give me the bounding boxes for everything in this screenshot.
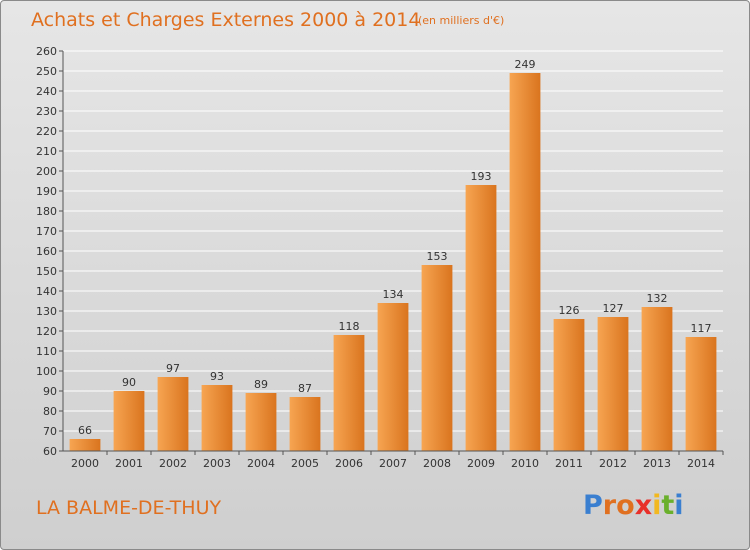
- data-label: 118: [339, 320, 360, 333]
- bar-2002: [157, 377, 189, 451]
- x-tick-label: 2003: [203, 457, 231, 470]
- bar-2000: [69, 439, 101, 451]
- logo-letter: t: [661, 490, 675, 521]
- y-tick-label: 120: [36, 325, 57, 338]
- bar-2012: [597, 317, 629, 451]
- chart-subtitle: (en milliers d'€): [418, 14, 505, 27]
- x-tick-label: 2008: [423, 457, 451, 470]
- y-tick-label: 210: [36, 145, 57, 158]
- y-tick-label: 60: [43, 445, 57, 458]
- y-tick-label: 230: [36, 105, 57, 118]
- logo-letter: o: [616, 490, 635, 521]
- data-label: 117: [691, 322, 712, 335]
- x-tick-label: 2009: [467, 457, 495, 470]
- data-label: 193: [471, 170, 492, 183]
- y-tick-label: 140: [36, 285, 57, 298]
- x-tick-label: 2001: [115, 457, 143, 470]
- y-tick-label: 190: [36, 185, 57, 198]
- bar-2008: [421, 265, 453, 451]
- y-tick-label: 130: [36, 305, 57, 318]
- x-tick-label: 2007: [379, 457, 407, 470]
- x-tick-label: 2005: [291, 457, 319, 470]
- y-tick-label: 250: [36, 65, 57, 78]
- x-tick-label: 2010: [511, 457, 539, 470]
- data-label: 249: [515, 58, 536, 71]
- x-tick-label: 2004: [247, 457, 275, 470]
- y-tick-label: 90: [43, 385, 57, 398]
- y-tick-label: 170: [36, 225, 57, 238]
- bar-2013: [641, 307, 673, 451]
- data-label: 153: [427, 250, 448, 263]
- bar-2003: [201, 385, 233, 451]
- x-tick-label: 2006: [335, 457, 363, 470]
- bar-2007: [377, 303, 409, 451]
- bar-2004: [245, 393, 277, 451]
- x-tick-label: 2011: [555, 457, 583, 470]
- proxiti-logo: Proxiti: [583, 490, 684, 521]
- region-name: LA BALME-DE-THUY: [36, 497, 222, 519]
- y-tick-label: 110: [36, 345, 57, 358]
- x-tick-label: 2013: [643, 457, 671, 470]
- y-tick-label: 240: [36, 85, 57, 98]
- y-tick-label: 200: [36, 165, 57, 178]
- bar-2011: [553, 319, 585, 451]
- x-tick-label: 2012: [599, 457, 627, 470]
- data-label: 93: [210, 370, 224, 383]
- logo-letter: P: [583, 490, 603, 521]
- bar-2010: [509, 73, 541, 451]
- bar-2001: [113, 391, 145, 451]
- logo-letter: x: [634, 490, 653, 521]
- x-tick-label: 2002: [159, 457, 187, 470]
- y-tick-label: 260: [36, 45, 57, 58]
- chart-title: Achats et Charges Externes 2000 à 2014: [31, 9, 421, 31]
- y-tick-label: 80: [43, 405, 57, 418]
- bar-2014: [685, 337, 717, 451]
- y-tick-label: 70: [43, 425, 57, 438]
- y-tick-label: 180: [36, 205, 57, 218]
- data-label: 127: [603, 302, 624, 315]
- logo-letter: r: [602, 490, 617, 521]
- data-label: 90: [122, 376, 136, 389]
- data-label: 97: [166, 362, 180, 375]
- y-tick-label: 100: [36, 365, 57, 378]
- bar-2009: [465, 185, 497, 451]
- data-label: 132: [647, 292, 668, 305]
- bar-2005: [289, 397, 321, 451]
- data-label: 126: [559, 304, 580, 317]
- data-label: 134: [383, 288, 404, 301]
- logo-letter: i: [674, 490, 684, 521]
- data-label: 89: [254, 378, 268, 391]
- x-tick-label: 2014: [687, 457, 715, 470]
- y-tick-label: 220: [36, 125, 57, 138]
- y-tick-label: 160: [36, 245, 57, 258]
- logo-letter: i: [652, 490, 662, 521]
- data-label: 87: [298, 382, 312, 395]
- data-label: 66: [78, 424, 92, 437]
- y-tick-label: 150: [36, 265, 57, 278]
- x-tick-label: 2000: [71, 457, 99, 470]
- bar-2006: [333, 335, 365, 451]
